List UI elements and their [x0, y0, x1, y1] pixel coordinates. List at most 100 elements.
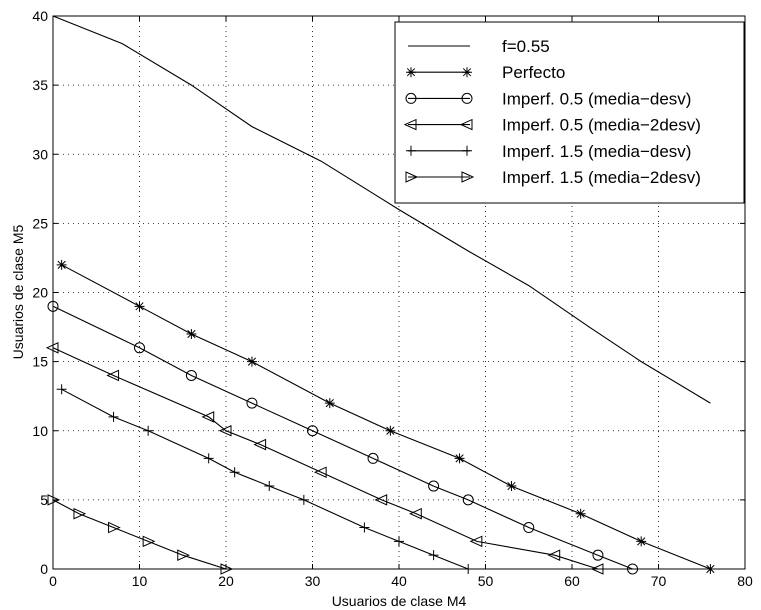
- star-marker: [134, 301, 145, 312]
- legend-entry: Imperf. 1.5 (media−desv): [406, 142, 691, 161]
- y-tick-label: 35: [32, 77, 48, 93]
- x-tick-label: 70: [651, 573, 667, 589]
- circle-marker: [185, 369, 197, 381]
- circle-marker: [627, 563, 639, 575]
- triangle-right-marker: [220, 563, 234, 575]
- plus-marker: [406, 145, 416, 156]
- legend-label: Imperf. 1.5 (media−desv): [502, 142, 691, 161]
- triangle-left-marker: [590, 563, 604, 575]
- legend-label: Perfecto: [502, 63, 565, 82]
- y-tick-label: 15: [32, 354, 48, 370]
- triangle-left-marker: [409, 507, 422, 520]
- ticks: 0 10 20 30 40 50 60 70 80 0 5 10 15 20 25 30 35 40: [32, 8, 753, 589]
- star-marker: [385, 425, 396, 436]
- circle-marker: [428, 480, 440, 492]
- legend-entry: f=0.55: [408, 37, 550, 56]
- star-marker: [406, 67, 416, 78]
- x-tick-label: 20: [218, 573, 234, 589]
- triangle-left-marker: [218, 424, 232, 437]
- triangle-right-marker: [461, 171, 475, 183]
- plus-marker: [108, 411, 119, 422]
- legend-label: Imperf. 0.5 (media−desv): [502, 89, 691, 108]
- series-3: [47, 300, 639, 575]
- triangle-left-marker: [313, 466, 327, 479]
- star-marker: [186, 328, 197, 339]
- triangle-right-marker: [108, 521, 121, 534]
- triangle-left-marker: [374, 494, 388, 506]
- legend-label: f=0.55: [502, 37, 550, 56]
- x-tick-label: 50: [478, 573, 494, 589]
- legend-label: Imperf. 1.5 (media−2desv): [502, 168, 701, 187]
- triangle-left-marker: [547, 549, 561, 561]
- x-tick-label: 30: [305, 573, 321, 589]
- star-marker: [636, 536, 647, 547]
- plus-marker: [56, 384, 67, 395]
- circle-marker: [367, 452, 379, 464]
- plus-marker: [359, 522, 370, 533]
- triangle-left-marker: [253, 438, 267, 451]
- star-marker: [454, 453, 465, 464]
- triangle-left-marker: [459, 118, 473, 131]
- y-tick-label: 30: [32, 146, 48, 162]
- x-tick-label: 80: [737, 573, 753, 589]
- legend-box: [394, 21, 745, 204]
- series-line: [52, 499, 227, 570]
- star-marker: [506, 481, 517, 492]
- triangle-left-marker: [45, 342, 59, 354]
- star-marker: [246, 356, 257, 367]
- y-tick-label: 5: [40, 492, 48, 508]
- plus-marker: [463, 564, 474, 574]
- star-marker: [324, 398, 335, 409]
- series-5: [56, 384, 474, 574]
- series-2: [56, 259, 716, 574]
- series-line: [52, 15, 711, 404]
- plus-marker: [143, 425, 154, 436]
- triangle-right-marker: [177, 549, 190, 561]
- legend: f=0.55 Perfecto Imperf. 0.5 (media−desv) Im…: [394, 21, 745, 204]
- plus-marker: [394, 536, 404, 547]
- triangle-right-marker: [73, 507, 87, 520]
- triangle-right-marker: [405, 171, 419, 183]
- star-marker: [575, 508, 586, 519]
- circle-marker: [405, 92, 417, 104]
- x-tick-label: 60: [564, 573, 580, 589]
- plus-marker: [462, 145, 472, 156]
- plus-marker: [264, 481, 275, 492]
- y-tick-label: 10: [32, 423, 48, 439]
- y-tick-label: 0: [40, 561, 48, 577]
- y-axis-label: Usuarios de clase M5: [10, 224, 26, 359]
- x-tick-label: 40: [391, 573, 407, 589]
- triangle-left-marker: [106, 369, 120, 382]
- y-tick-label: 20: [32, 285, 48, 301]
- series-1: [52, 15, 711, 404]
- star-marker: [462, 67, 472, 78]
- triangle-left-marker: [469, 535, 483, 548]
- legend-entry: Imperf. 0.5 (media−2desv): [403, 116, 701, 135]
- series-line: [52, 347, 599, 570]
- circle-marker: [461, 92, 473, 104]
- circle-marker: [523, 522, 535, 534]
- legend-entry: Imperf. 0.5 (media−desv): [405, 89, 691, 108]
- triangle-left-marker: [201, 411, 215, 423]
- y-tick-label: 25: [32, 215, 48, 231]
- x-tick-label: 0: [49, 573, 57, 589]
- series-group: [45, 15, 716, 575]
- series-line: [52, 305, 633, 570]
- triangle-left-marker: [403, 118, 417, 131]
- circle-marker: [246, 397, 258, 409]
- x-tick-label: 10: [132, 573, 148, 589]
- plus-marker: [203, 453, 214, 464]
- series-4: [45, 342, 604, 575]
- circle-marker: [307, 425, 318, 437]
- legend-entry: Perfecto: [406, 63, 565, 82]
- circle-marker: [592, 549, 604, 561]
- circle-marker: [462, 494, 474, 506]
- legend-label: Imperf. 0.5 (media−2desv): [502, 116, 701, 135]
- triangle-right-marker: [142, 535, 156, 548]
- plus-marker: [428, 550, 439, 561]
- plus-marker: [229, 467, 240, 478]
- series-6: [47, 494, 234, 575]
- star-marker: [56, 259, 67, 270]
- plus-marker: [298, 494, 309, 505]
